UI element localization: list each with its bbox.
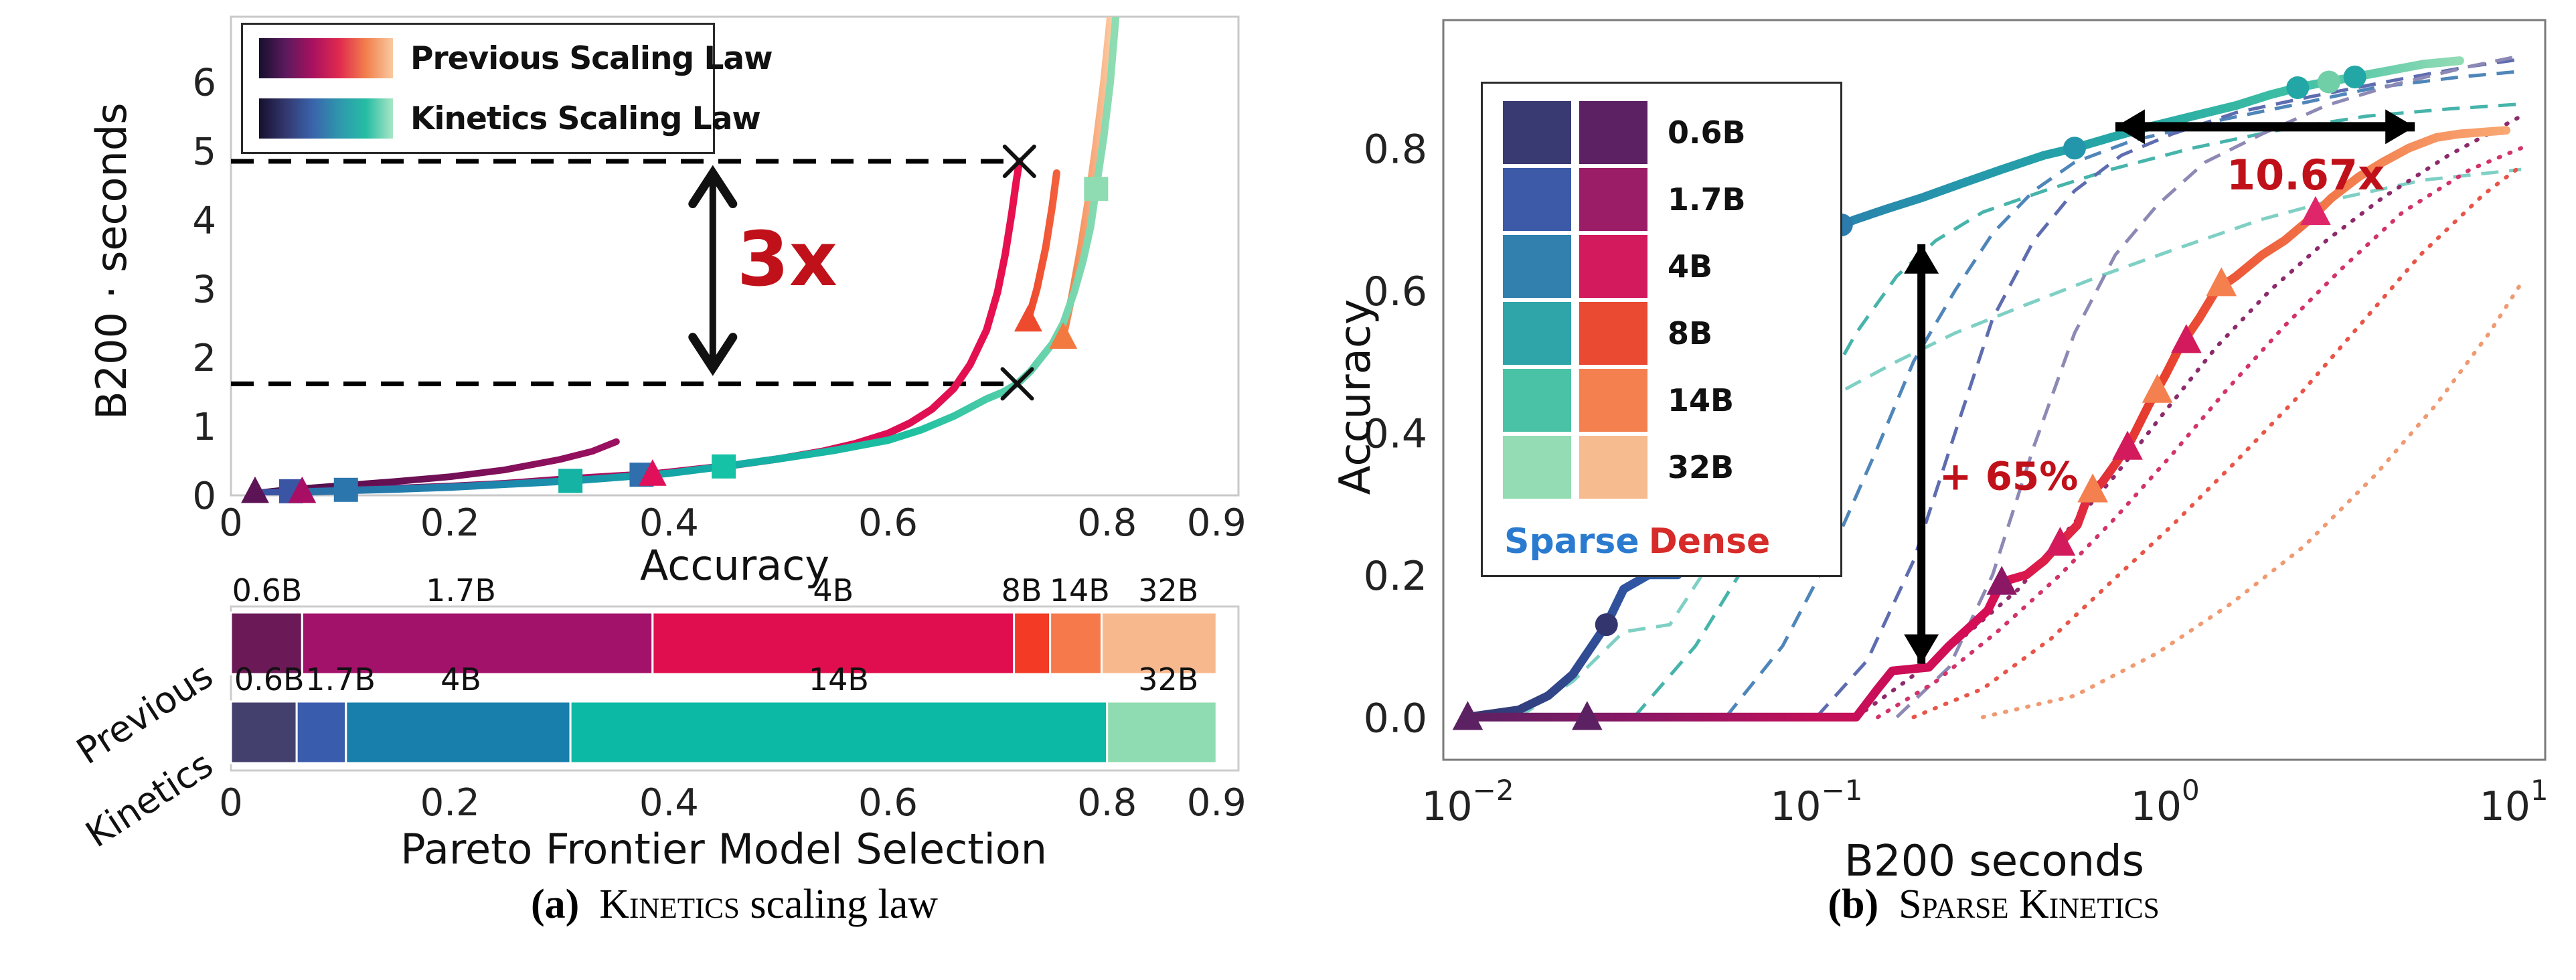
svg-text:4B: 4B (440, 661, 481, 698)
svg-text:32B: 32B (1138, 572, 1198, 608)
model-size-label: 14B (1668, 382, 1735, 418)
legend-size-row: 1.7B (1503, 168, 1826, 231)
svg-text:10−1: 10−1 (1770, 774, 1862, 830)
svg-text:0.8: 0.8 (1364, 126, 1427, 173)
previous-colormap-swatch (259, 38, 393, 78)
svg-text:0: 0 (219, 781, 243, 825)
svg-text:0.0: 0.0 (1364, 695, 1427, 742)
sparse-swatch (1503, 302, 1571, 365)
dense-swatch (1579, 302, 1647, 365)
svg-text:0.6: 0.6 (858, 501, 918, 545)
svg-text:8B: 8B (1001, 572, 1042, 608)
model-size-label: 1.7B (1668, 181, 1746, 218)
svg-text:3: 3 (192, 268, 216, 311)
legend-row-kinetics: Kinetics Scaling Law (259, 98, 761, 139)
chart-a: 3x 0 0.2 0.4 0.6 0.8 0.9 0 1 2 3 4 5 6 Accuracy B200 · … (87, 15, 1246, 590)
legend-label-dense: Dense (1648, 521, 1771, 562)
dense-swatch (1579, 168, 1647, 231)
svg-text:Accuracy: Accuracy (1331, 299, 1380, 495)
svg-text:3x: 3x (737, 216, 837, 303)
model-size-label: 0.6B (1668, 114, 1746, 151)
svg-text:Pareto Frontier Model Selectio: Pareto Frontier Model Selection (400, 825, 1047, 874)
caption-b: (b) Sparse Kinetics (1828, 881, 2159, 928)
svg-text:0.4: 0.4 (639, 781, 699, 825)
svg-text:B200 seconds: B200 seconds (1844, 837, 2144, 886)
caption-a-rest: scaling law (739, 882, 939, 927)
svg-text:0: 0 (192, 475, 216, 518)
svg-text:0.6: 0.6 (858, 781, 918, 825)
legend-scaling-laws: Previous Scaling Law Kinetics Scaling La… (241, 23, 773, 154)
svg-text:0.6B: 0.6B (232, 572, 303, 608)
legend-label-sparse: Sparse (1504, 521, 1639, 562)
caption-a-smallcaps: Kinetics (599, 882, 740, 927)
dense-swatch (1579, 101, 1647, 164)
model-size-label: 8B (1668, 315, 1713, 351)
svg-text:0.2: 0.2 (1364, 553, 1427, 600)
svg-text:0.4: 0.4 (639, 501, 699, 545)
svg-text:4: 4 (192, 199, 216, 242)
svg-text:5: 5 (192, 131, 216, 174)
svg-text:14B: 14B (809, 661, 869, 698)
caption-b-index: (b) (1828, 882, 1879, 927)
sparse-swatch (1503, 235, 1571, 298)
legend-row-previous: Previous Scaling Law (259, 38, 773, 78)
svg-text:6: 6 (192, 62, 216, 105)
svg-text:0.9: 0.9 (1187, 781, 1246, 825)
legend-model-sizes: 0.6B 1.7B 4B 8B 14B 32B Sparse Dense (1481, 82, 1842, 577)
svg-text:+ 65%: + 65% (1939, 453, 2079, 499)
caption-a: (a) Kinetics scaling law (531, 881, 938, 928)
svg-text:0.8: 0.8 (1077, 501, 1137, 545)
svg-text:Accuracy: Accuracy (640, 541, 829, 590)
caption-a-index: (a) (530, 882, 580, 927)
svg-text:0: 0 (219, 501, 243, 545)
svg-text:14B: 14B (1050, 572, 1110, 608)
svg-text:4B: 4B (813, 572, 854, 608)
legend-density-labels: Sparse Dense (1503, 521, 1826, 562)
dense-swatch (1579, 235, 1647, 298)
chart-a-curves (252, 17, 1120, 495)
svg-text:0.4: 0.4 (1364, 410, 1427, 457)
caption-b-smallcaps: Sparse Kinetics (1899, 882, 2160, 927)
svg-text:0.2: 0.2 (420, 501, 480, 545)
legend-size-row: 14B (1503, 369, 1826, 432)
dense-swatch (1579, 436, 1647, 499)
sparse-swatch (1503, 101, 1571, 164)
model-size-label: 4B (1668, 248, 1713, 284)
dense-swatch (1579, 369, 1647, 432)
legend-size-row: 8B (1503, 302, 1826, 365)
sparse-swatch (1503, 168, 1571, 231)
svg-text:10−2: 10−2 (1421, 774, 1514, 830)
model-size-label: 32B (1668, 449, 1735, 485)
legend-size-row: 0.6B (1503, 101, 1826, 164)
svg-text:2: 2 (192, 337, 216, 380)
svg-text:0.2: 0.2 (420, 781, 480, 825)
svg-text:10.67x: 10.67x (2227, 151, 2385, 199)
svg-text:1: 1 (192, 406, 216, 449)
svg-text:0.6: 0.6 (1364, 268, 1427, 315)
svg-text:0.6B: 0.6B (234, 661, 305, 698)
svg-text:100: 100 (2131, 774, 2200, 830)
svg-text:0.9: 0.9 (1187, 501, 1246, 545)
legend-label-previous: Previous Scaling Law (410, 39, 773, 77)
svg-text:1.7B: 1.7B (426, 572, 496, 608)
legend-size-row: 4B (1503, 235, 1826, 298)
kinetics-colormap-swatch (259, 98, 393, 139)
svg-text:0.8: 0.8 (1077, 781, 1137, 825)
legend-size-row: 32B (1503, 436, 1826, 499)
svg-text:101: 101 (2480, 774, 2549, 830)
svg-text:B200 · seconds: B200 · seconds (87, 103, 136, 420)
sparse-swatch (1503, 436, 1571, 499)
legend-size-grid: 0.6B 1.7B 4B 8B 14B 32B (1503, 101, 1826, 499)
legend-label-kinetics: Kinetics Scaling Law (410, 100, 761, 137)
svg-text:1.7B: 1.7B (305, 661, 376, 698)
chart-b: 10.67x + 65% 0.0 0.2 0.4 0.6 0.8 10−2 10−1 100 101… (1331, 19, 2549, 886)
sparse-swatch (1503, 369, 1571, 432)
svg-text:32B: 32B (1138, 661, 1198, 698)
